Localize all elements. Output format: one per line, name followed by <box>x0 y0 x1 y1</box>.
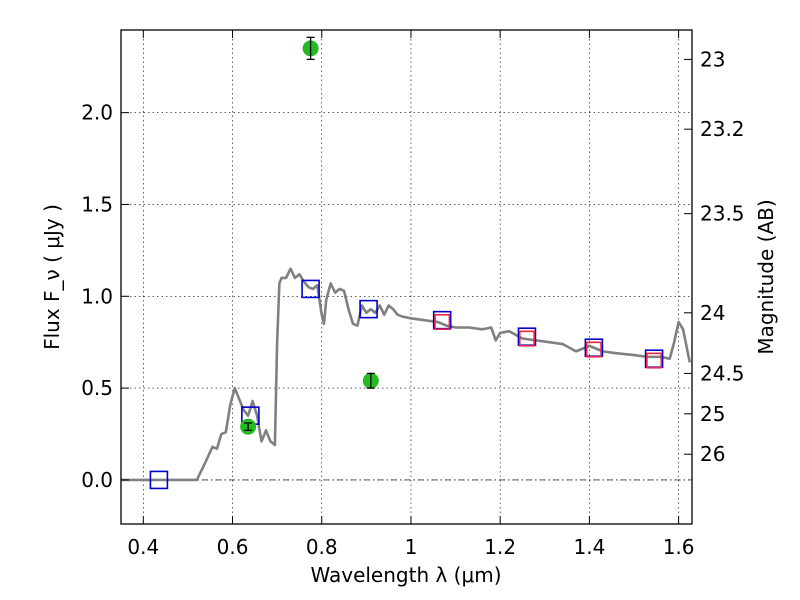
y2-axis-label: Magnitude (AB) <box>754 199 778 354</box>
x-axis-label: Wavelength λ (μm) <box>310 563 501 587</box>
x-tick-label: 1.4 <box>573 535 605 559</box>
photometry-square-red <box>518 330 535 347</box>
y2-tick-label: 23.5 <box>700 202 745 226</box>
y2-tick-label: 23 <box>700 47 725 71</box>
x-tick-label: 0.6 <box>217 535 249 559</box>
y-axis-label: Flux F_ν ( μJy ) <box>40 204 64 350</box>
y2-tick-label: 25 <box>700 402 725 426</box>
photometry-square-red <box>585 341 602 358</box>
y2-tick-label: 24.5 <box>700 361 745 385</box>
x-tick-label: 1.6 <box>663 535 695 559</box>
y2-tick-label: 23.2 <box>700 117 745 141</box>
y-tick-label: 1.0 <box>81 284 113 308</box>
model-spectrum-line <box>121 267 692 482</box>
grid-lines <box>121 30 692 524</box>
photometry-square-red <box>646 352 663 369</box>
photometry-square-blue <box>359 299 378 319</box>
y-tick-label: 0.0 <box>81 468 113 492</box>
x-tick-label: 0.4 <box>127 535 159 559</box>
y-tick-label: 1.5 <box>81 192 113 216</box>
x-tick-label: 1.2 <box>484 535 516 559</box>
y2-tick-label: 26 <box>700 442 725 466</box>
plot-frame <box>120 29 693 525</box>
photometry-square-blue <box>149 470 169 490</box>
photometry-square-blue <box>301 279 320 299</box>
ticks-layer: 0.4 0.6 0.8 1 1.2 1.4 1.6 0.0 0.5 1.0 1.5 2.0 23 23.2… <box>81 30 745 559</box>
y-tick-label: 0.5 <box>81 376 113 400</box>
series-layer <box>121 36 692 490</box>
photometry-square-red <box>434 313 451 330</box>
x-tick-label: 1 <box>405 535 418 559</box>
y2-tick-label: 24 <box>700 301 725 325</box>
x-tick-label: 0.8 <box>306 535 338 559</box>
y-tick-label: 2.0 <box>81 101 113 125</box>
